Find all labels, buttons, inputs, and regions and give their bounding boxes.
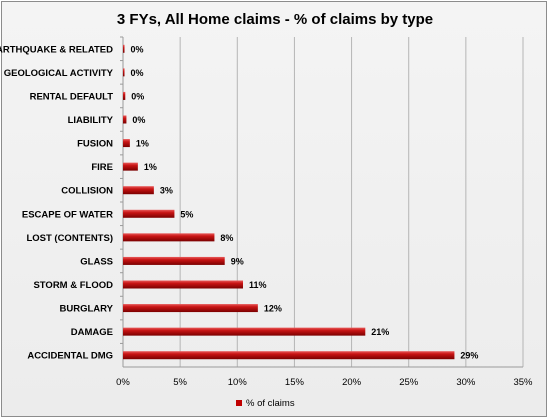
bar [123,186,154,195]
bar [123,256,225,265]
x-tick-label: 5% [173,377,187,388]
bar [123,139,130,148]
category-label: DAMAGE [71,327,113,338]
data-label: 11% [249,280,267,290]
category-label: ACCIDENTAL DMG [27,351,113,362]
category-label: RENTAL DEFAULT [30,91,114,102]
legend-label: % of claims [246,398,295,409]
data-label: 12% [264,304,282,314]
data-label: 3% [160,186,173,196]
bar [123,280,243,289]
bar [123,304,258,313]
x-tick-label: 20% [342,377,362,388]
bar [123,68,125,77]
data-label: 0% [132,115,145,125]
data-label: 0% [131,91,144,101]
category-labels: EARTHQUAKE & RELATED GEOLOGICAL ACTIVITY R… [0,44,114,361]
bar [123,44,125,53]
data-label: 1% [136,139,149,149]
category-label: BURGLARY [60,304,114,315]
bar [123,327,366,336]
bar [123,91,126,100]
category-label: COLLISION [61,186,113,197]
data-label: 0% [131,44,144,54]
category-label: LOST (CONTENTS) [26,233,113,244]
category-label: GEOLOGICAL ACTIVITY [4,68,114,79]
category-label: STORM & FLOOD [33,280,113,291]
bars: 0% 0% 0% 0% 1% 1% 3% 5% 8% 9% 11% 12% 21% 29% [123,44,478,361]
data-label: 29% [460,351,478,361]
x-tick-label: 30% [456,377,476,388]
data-label: 9% [231,256,244,266]
data-label: 0% [131,68,144,78]
bar [123,233,215,242]
legend-swatch [236,400,242,406]
x-tick-label: 0% [116,377,130,388]
category-label: EARTHQUAKE & RELATED [0,44,113,55]
category-label: LIABILITY [68,115,114,126]
category-label: FUSION [77,139,113,150]
x-tick-label: 25% [399,377,419,388]
bar [123,351,455,360]
bar [123,115,127,124]
data-label: 1% [144,162,157,172]
category-label: GLASS [80,256,113,267]
category-label: ESCAPE OF WATER [22,209,113,220]
x-tick-label: 35% [513,377,533,388]
bar [123,162,138,171]
x-axis-ticks: 0% 5% 10% 15% 20% 25% 30% 35% [116,377,533,388]
chart-title: 3 FYs, All Home claims - % of claims by … [117,11,433,28]
x-tick-label: 10% [228,377,248,388]
bar [123,209,175,218]
legend: % of claims [236,398,295,409]
data-label: 21% [371,327,389,337]
data-label: 8% [220,233,233,243]
data-label: 5% [180,209,193,219]
x-tick-label: 15% [285,377,305,388]
category-label: FIRE [91,162,113,173]
gridlines [120,36,524,368]
